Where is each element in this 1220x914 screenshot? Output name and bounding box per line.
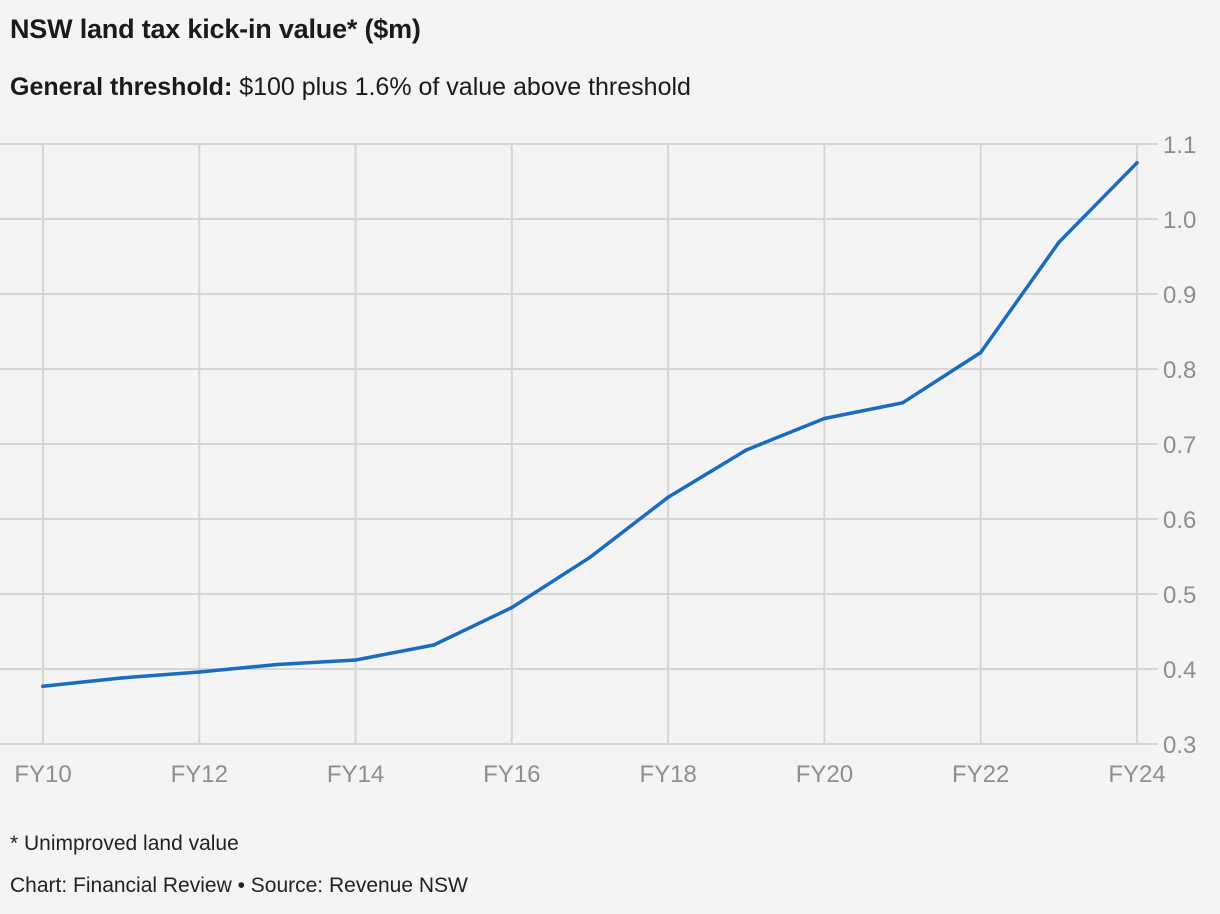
x-tick-label: FY14 — [327, 761, 384, 788]
data-point-fy12 — [197, 670, 202, 674]
y-tick-label: 1.0 — [1163, 207, 1196, 234]
data-point-fy16 — [510, 605, 514, 610]
series-line — [41, 161, 1139, 689]
horizontal-gridlines — [0, 143, 1158, 745]
data-point-fy13 — [275, 662, 280, 667]
y-tick-label: 1.1 — [1163, 132, 1196, 159]
data-point-fy10 — [41, 684, 45, 689]
x-axis-tick-labels: FY10 FY12 FY14 FY16 FY18 FY20 FY22 FY24 — [14, 761, 1165, 788]
y-axis-tick-labels: 0.3 0.4 0.5 0.6 0.7 0.8 0.9 1.0 1.1 — [1163, 132, 1196, 759]
y-tick-label: 0.7 — [1163, 432, 1196, 459]
subtitle-text: $100 plus 1.6% of value above threshold — [239, 73, 691, 101]
y-tick-label: 0.5 — [1163, 582, 1196, 609]
x-tick-label: FY20 — [796, 761, 853, 788]
source-credit: Chart: Financial Review • Source: Revenu… — [10, 874, 468, 897]
data-point-fy21 — [900, 400, 905, 405]
y-tick-label: 0.4 — [1163, 657, 1196, 684]
data-point-fy18 — [666, 495, 670, 500]
footnote: * Unimproved land value — [10, 832, 239, 855]
x-tick-label: FY22 — [952, 761, 1009, 788]
chart-subtitle: General threshold: $100 plus 1.6% of val… — [10, 73, 691, 102]
data-point-fy19 — [744, 448, 749, 452]
x-tick-label: FY24 — [1108, 761, 1165, 788]
data-point-fy11 — [119, 676, 123, 680]
data-point-fy15 — [431, 643, 436, 647]
data-point-fy24 — [1135, 160, 1139, 165]
data-point-fy23 — [1057, 240, 1061, 245]
data-point-fy17 — [588, 555, 592, 560]
x-tick-label: FY12 — [171, 761, 228, 788]
y-tick-label: 0.8 — [1163, 357, 1196, 384]
data-point-fy14 — [353, 658, 358, 662]
y-tick-label: 0.6 — [1163, 507, 1196, 534]
y-tick-label: 0.3 — [1163, 732, 1196, 759]
y-tick-label: 0.9 — [1163, 282, 1196, 309]
series-group — [41, 160, 1139, 689]
subtitle-lead: General threshold: — [10, 73, 233, 101]
data-point-fy20 — [822, 416, 827, 421]
data-point-fy22 — [978, 350, 983, 355]
x-tick-label: FY10 — [14, 761, 71, 788]
x-tick-label: FY16 — [483, 761, 540, 788]
chart-title: NSW land tax kick-in value* ($m) — [10, 14, 421, 44]
x-tick-label: FY18 — [639, 761, 696, 788]
